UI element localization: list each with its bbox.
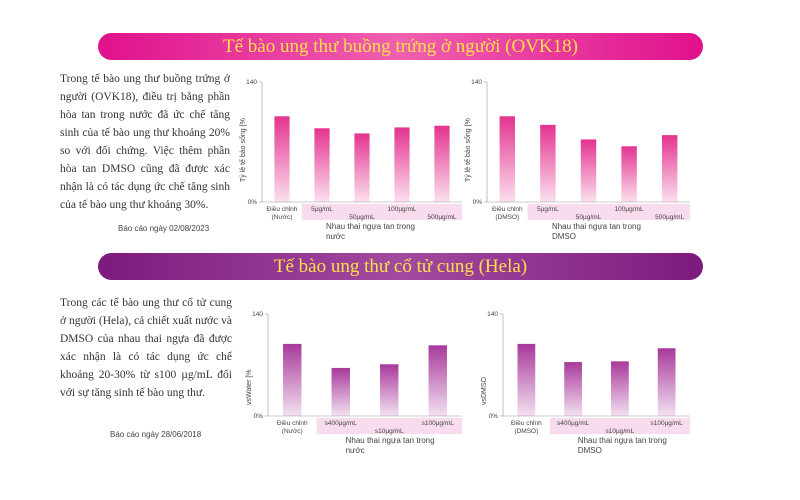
x-tick-label: 100µg/mL — [387, 206, 417, 213]
x-tick-label: Điều chỉnh (Nước) — [276, 420, 308, 435]
x-tick-label: s100µg/mL — [650, 420, 683, 427]
bar — [499, 116, 516, 202]
group-label: Nhau thai ngựa tan trong nước — [326, 222, 415, 241]
report-date: Báo cáo ngày 02/08/2023 — [118, 224, 210, 233]
bar — [380, 364, 399, 416]
bar — [274, 116, 290, 202]
x-tick-label: 5µg/mL — [311, 206, 333, 213]
x-tick-label: 500µg/mL — [427, 214, 457, 221]
x-tick-label: 100µg/mL — [614, 206, 644, 213]
bar — [434, 125, 450, 202]
bar — [517, 343, 536, 416]
bar — [657, 348, 676, 416]
section-title: Tế bào ung thư buồng trứng ở người (OVK1… — [98, 33, 703, 60]
x-tick-label: 50µg/mL — [575, 214, 602, 221]
bar — [283, 343, 302, 416]
x-tick-label: s10µg/mL — [605, 428, 635, 435]
bar — [331, 367, 350, 416]
bar — [428, 345, 447, 416]
bar — [621, 146, 637, 202]
x-tick-label: s10µg/mL — [374, 428, 404, 435]
group-band — [302, 204, 462, 220]
group-label: Nhau thai ngựa tan trong DMSO — [551, 222, 641, 241]
y-axis-label: Tỷ lệ tế bào sống [% — [465, 118, 472, 182]
bar — [610, 361, 629, 416]
group-band — [527, 204, 690, 220]
y-axis-label: vsWater [% — [246, 369, 253, 405]
y-tick-label: 140 — [471, 79, 482, 86]
x-tick-label: 50µg/mL — [349, 214, 375, 221]
x-tick-label: 5µg/mL — [536, 206, 559, 213]
y-axis-label: vsDMSO — [481, 377, 488, 405]
y-tick-label: 0% — [489, 413, 499, 420]
y-tick-label: 0% — [248, 199, 258, 206]
bar — [314, 128, 330, 202]
x-tick-label: Điều chỉnh (DMSO) — [491, 206, 523, 221]
bar — [354, 133, 370, 202]
x-tick-label: 500µg/mL — [655, 214, 685, 221]
x-tick-label: s400µg/mL — [324, 420, 357, 427]
section-body: Trong các tế bào ung thư cổ tử cung ở ng… — [60, 297, 232, 399]
y-tick-label: 0% — [473, 199, 483, 206]
y-tick-label: 0% — [254, 413, 264, 420]
y-axis-label: Tỷ lệ tế bào sống [% — [240, 118, 247, 182]
y-tick-label: 140 — [252, 311, 263, 318]
bar — [661, 135, 678, 202]
y-tick-label: 140 — [246, 79, 257, 86]
bar — [564, 362, 583, 416]
section-title: Tế bào ung thư cổ tử cung (Hela) — [98, 253, 703, 280]
bar — [540, 124, 556, 202]
group-band — [549, 418, 690, 434]
group-band — [316, 418, 462, 434]
group-label: Nhau thai ngựa tan trong nước — [345, 436, 435, 455]
x-tick-label: s100µg/mL — [421, 420, 454, 427]
x-tick-label: s400µg/mL — [556, 420, 590, 427]
bar — [580, 139, 597, 202]
bar — [394, 127, 410, 202]
group-label: Nhau thai ngựa tan trong DMSO — [577, 436, 667, 455]
y-tick-label: 140 — [487, 311, 498, 318]
x-tick-label: Điều chỉnh (DMSO) — [511, 420, 542, 435]
report-date: Báo cáo ngày 28/06/2018 — [110, 430, 202, 439]
x-tick-label: Điều chỉnh (Nước) — [266, 206, 298, 221]
section-body: Trong tế bào ung thư buồng trứng ở người… — [60, 73, 230, 211]
